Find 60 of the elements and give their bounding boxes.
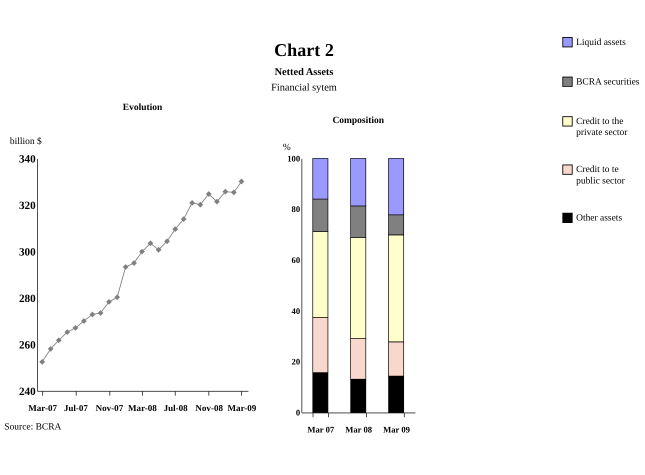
x-tick-label: Mar-07 xyxy=(28,403,58,414)
point xyxy=(48,346,54,352)
y-axis-title: % xyxy=(282,143,291,154)
y-tick-label: 80 xyxy=(292,204,300,214)
point xyxy=(148,240,154,246)
y-tick-label: 340 xyxy=(18,153,36,166)
chart-title: Evolution xyxy=(122,103,163,114)
x-tick-label: Nov-07 xyxy=(96,403,124,414)
y-tick-label: 280 xyxy=(18,292,36,305)
y-tick-label: 0 xyxy=(296,407,300,418)
y-tick-label: 320 xyxy=(18,200,36,212)
point xyxy=(106,299,112,305)
point xyxy=(238,178,244,184)
legend-label: Credit to te public sector xyxy=(576,165,626,186)
point xyxy=(222,188,228,195)
y-tick-label: 100 xyxy=(287,153,300,164)
legend-label: Other assets xyxy=(576,213,622,224)
point xyxy=(197,202,204,208)
point xyxy=(206,191,212,197)
point xyxy=(81,318,87,324)
legend-label: Liquid assets xyxy=(576,38,626,48)
point xyxy=(131,260,137,266)
point xyxy=(98,310,104,316)
text: Netted Assets xyxy=(274,66,334,78)
x-tick-label: Mar-09 xyxy=(228,403,257,414)
point xyxy=(72,325,78,331)
y-tick-label: 240 xyxy=(18,386,36,398)
text: Chart 2 xyxy=(274,40,334,60)
point xyxy=(164,238,170,244)
point xyxy=(139,248,145,255)
point xyxy=(39,358,46,365)
chart-title: Composition xyxy=(332,116,385,126)
x-tick-label: Jul-08 xyxy=(164,403,188,414)
y-tick-label: 40 xyxy=(292,306,300,316)
point xyxy=(56,337,62,344)
point xyxy=(89,312,96,318)
x-tick-label: Mar-08 xyxy=(128,403,158,414)
y-tick-label: 60 xyxy=(292,255,300,266)
x-tick-label: Nov-08 xyxy=(195,403,224,414)
x-tick-label: Mar 07 xyxy=(307,424,335,435)
source-note: Source: BCRA xyxy=(4,422,62,433)
legend-label: BCRA securities xyxy=(576,77,640,88)
point xyxy=(180,216,187,222)
point xyxy=(230,189,237,196)
y-tick-label: 20 xyxy=(292,356,300,367)
x-tick-label: Mar 09 xyxy=(383,424,410,435)
point xyxy=(122,264,129,270)
y-tick-label: 300 xyxy=(18,246,36,258)
point xyxy=(214,198,220,205)
point xyxy=(114,294,120,300)
text: Financial sytem xyxy=(271,82,337,94)
y-axis-title: billion $ xyxy=(10,137,42,148)
point xyxy=(189,200,196,206)
point xyxy=(64,329,70,335)
y-tick-label: 260 xyxy=(18,339,36,352)
point xyxy=(172,226,178,232)
x-tick-label: Mar 08 xyxy=(345,424,373,435)
legend-label: Credit to the private sector xyxy=(576,116,628,138)
point xyxy=(156,246,162,253)
x-tick-label: Jul-07 xyxy=(64,403,88,414)
